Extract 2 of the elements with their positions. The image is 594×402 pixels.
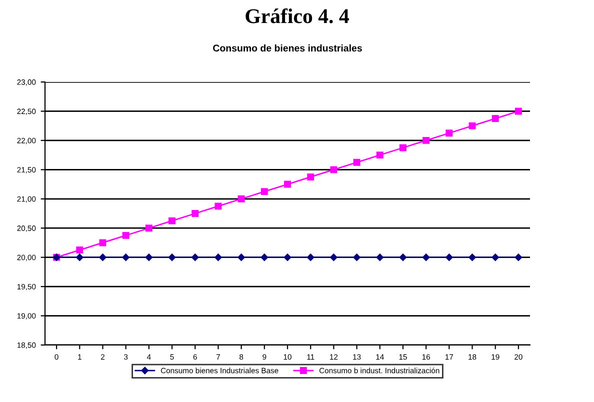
chart-title: Gráfico 4. 4 (246, 8, 349, 24)
chart-subtitle: Consumo de bienes industriales (213, 44, 362, 52)
